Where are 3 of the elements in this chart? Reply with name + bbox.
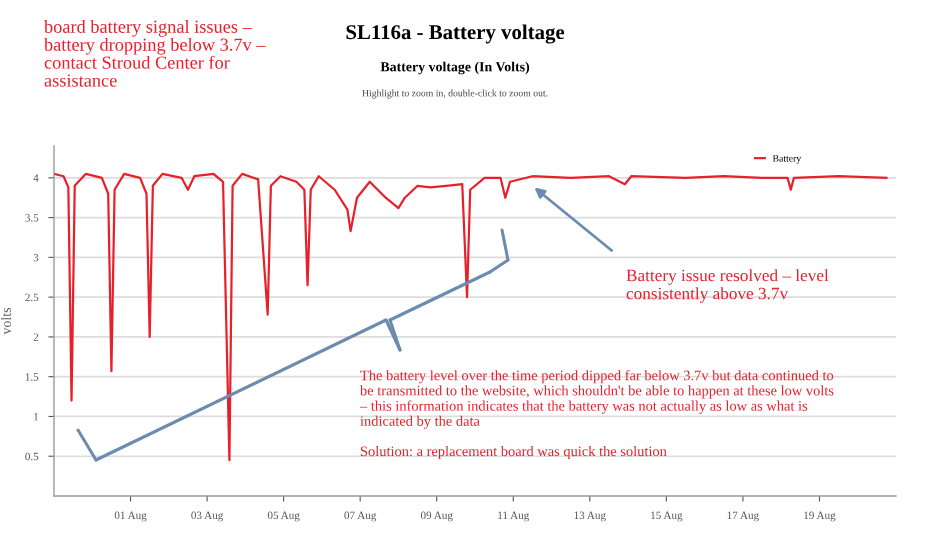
text: board battery signal issues – battery dropping below 3.7v – contact Stroud Center for assistance [44, 20, 266, 87]
chart-title: SL116a - Battery voltage [346, 24, 565, 44]
annotation: Battery issue resolved – level consistently above 3.7v [626, 269, 829, 303]
